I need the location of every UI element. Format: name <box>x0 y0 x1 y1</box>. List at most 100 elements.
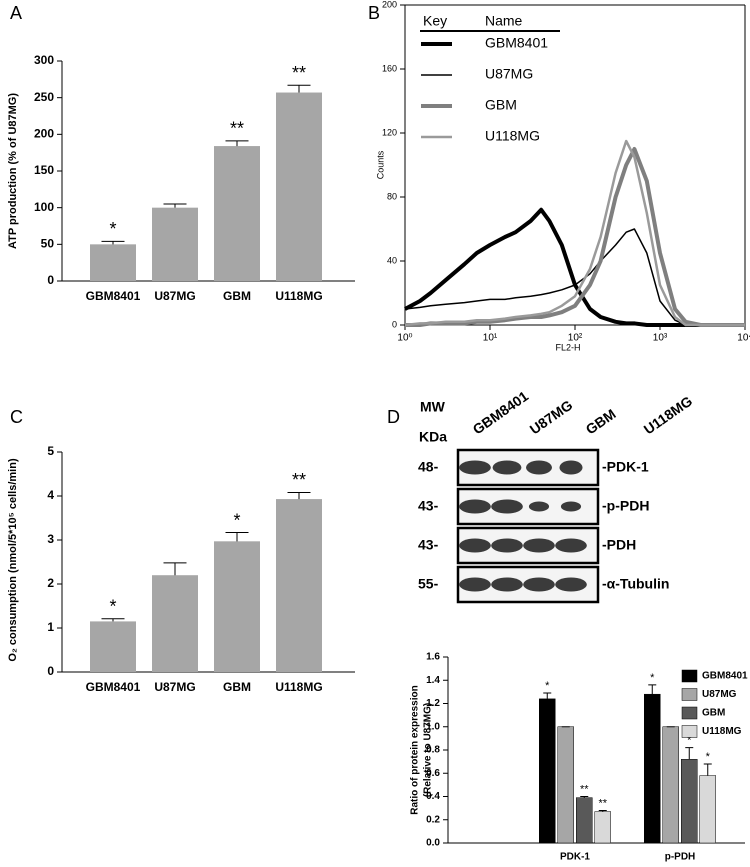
protein-label: -PDK-1 <box>602 459 649 475</box>
significance-label: ** <box>292 63 306 83</box>
protein-label: -p-PDH <box>602 498 649 514</box>
x-tick-label: U87MG <box>154 289 195 303</box>
error-bar <box>225 140 249 147</box>
panel-letter: C <box>10 407 23 427</box>
legend-swatch <box>681 688 698 701</box>
bar <box>276 92 322 282</box>
mw-label: MW <box>420 399 446 415</box>
bar <box>90 244 136 281</box>
bar <box>681 759 698 844</box>
legend-label: U87MG <box>485 66 533 82</box>
x-tick-label: GBM <box>223 289 251 303</box>
blot-band <box>523 538 555 553</box>
blot-band <box>492 460 522 475</box>
significance-label: * <box>233 510 240 530</box>
x-tick-label: 10² <box>568 333 583 344</box>
bar <box>557 726 574 844</box>
bar <box>214 146 260 281</box>
mw-value: 43- <box>418 498 439 514</box>
y-tick-label: 250 <box>34 90 54 104</box>
x-tick-label: 10⁴ <box>737 333 750 344</box>
y-tick-label: 200 <box>34 127 54 141</box>
legend-label: GBM <box>702 708 725 719</box>
y-tick-label: 1.0 <box>426 721 440 732</box>
x-tick-label: U118MG <box>275 289 322 303</box>
bar <box>576 797 593 844</box>
significance-label: * <box>687 735 692 747</box>
y-tick-label: 1 <box>47 620 54 634</box>
histogram-line <box>404 228 745 326</box>
blot-band <box>491 577 523 592</box>
significance-label: ** <box>598 797 607 809</box>
legend-swatch <box>681 725 698 738</box>
y-tick-label: 200 <box>382 0 397 9</box>
legend-header: Name <box>485 13 523 29</box>
lane-label: GBM8401 <box>470 388 532 438</box>
y-tick-label: 1.6 <box>426 652 440 663</box>
lane-label: U118MG <box>641 393 696 438</box>
y-axis-label: Ratio of protein expression <box>410 685 421 814</box>
bar <box>276 499 322 672</box>
blot-band <box>459 577 491 592</box>
blot-band <box>459 499 491 514</box>
blot-band <box>491 538 523 553</box>
legend-label: GBM8401 <box>702 671 748 682</box>
lane-label: GBM <box>583 406 619 438</box>
y-tick-label: 0.6 <box>426 768 440 779</box>
protein-label: -α-Tubulin <box>602 576 669 592</box>
significance-label: * <box>109 597 116 617</box>
y-axis-label: ATP production (% of U87MG) <box>7 93 19 249</box>
legend-label: GBM <box>485 97 517 113</box>
protein-label: -PDH <box>602 537 636 553</box>
significance-label: * <box>650 672 655 684</box>
legend-header: Key <box>423 13 447 29</box>
significance-label: ** <box>292 470 306 490</box>
y-tick-label: 0.4 <box>426 791 440 802</box>
y-tick-label: 80 <box>387 191 397 201</box>
y-tick-label: 1.4 <box>426 675 440 686</box>
bar <box>152 575 198 672</box>
y-tick-label: 300 <box>34 53 54 67</box>
legend-label: U118MG <box>702 726 742 737</box>
y-tick-label: 1.2 <box>426 698 440 709</box>
error-bar <box>101 618 125 622</box>
bar <box>539 698 556 844</box>
error-bar <box>225 532 249 542</box>
error-bar <box>685 747 694 760</box>
y-tick-label: 0 <box>392 319 397 329</box>
significance-label: ** <box>580 783 589 795</box>
panel-letter: D <box>387 407 400 427</box>
histogram-line <box>405 147 745 327</box>
mw-value: 43- <box>418 537 439 553</box>
significance-label: * <box>109 219 116 239</box>
y-tick-label: 0 <box>47 273 54 287</box>
y-tick-label: 120 <box>382 127 397 137</box>
y-tick-label: 5 <box>47 444 54 458</box>
blot-band <box>555 577 587 592</box>
x-tick-label: 10¹ <box>483 333 498 344</box>
blot-band <box>555 538 587 553</box>
unit-label: KDa <box>419 429 447 445</box>
legend-swatch <box>681 706 698 720</box>
error-bar <box>703 763 712 776</box>
x-tick-label: 10⁰ <box>397 333 412 344</box>
error-bar <box>163 562 187 576</box>
x-tick-label: U87MG <box>154 680 195 694</box>
x-tick-label: 10³ <box>653 333 668 344</box>
legend-label: GBM8401 <box>485 35 548 51</box>
y-tick-label: 50 <box>41 237 55 251</box>
error-bar <box>163 203 187 208</box>
panel-letter: B <box>368 3 380 23</box>
error-bar <box>580 796 589 798</box>
error-bar <box>543 692 552 699</box>
significance-label: * <box>706 751 711 763</box>
bar <box>662 726 679 844</box>
histogram-line <box>404 207 745 327</box>
y-tick-label: 0.0 <box>426 838 440 849</box>
bar <box>699 775 716 844</box>
error-bar <box>287 84 311 93</box>
mw-value: 48- <box>418 459 439 475</box>
y-axis-label: Counts <box>375 150 385 179</box>
